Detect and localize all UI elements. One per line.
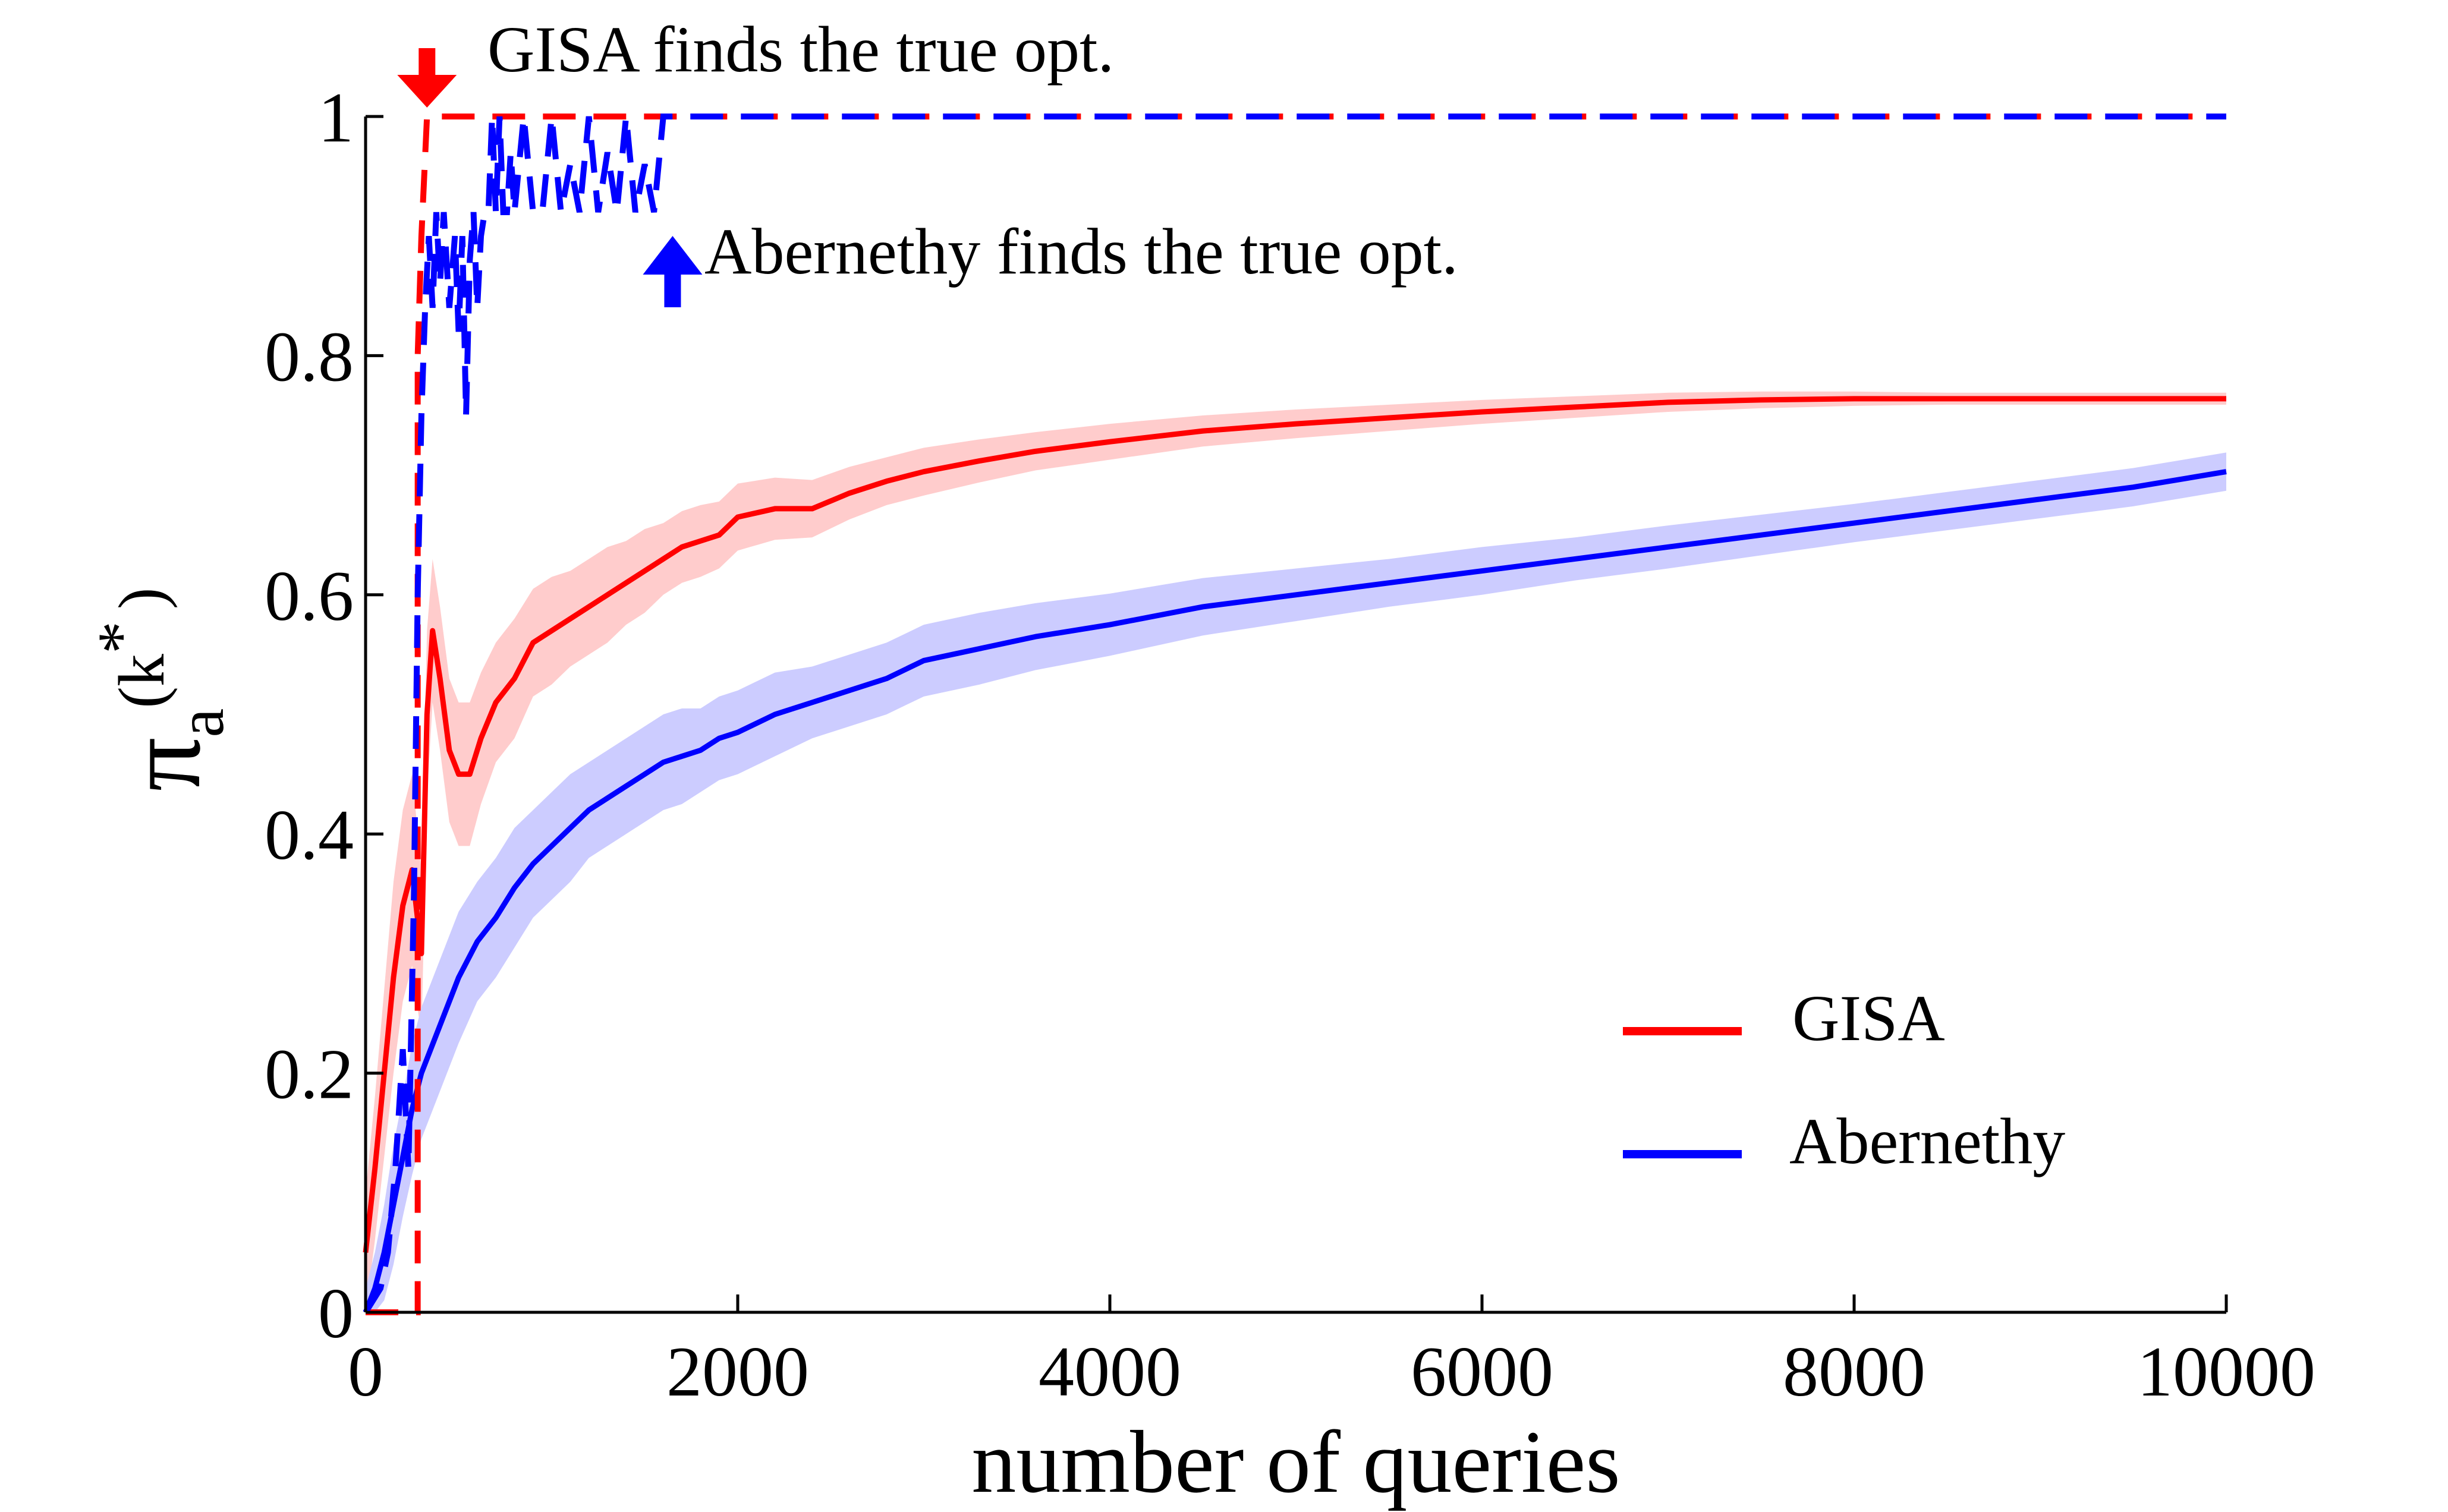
ticks: 0 2000 4000 6000 8000 10000 0 0.2 0.4 0.6 0.8 1 bbox=[265, 78, 2315, 1411]
y-tick-label: 0.6 bbox=[265, 556, 354, 635]
y-label-subscript: a bbox=[165, 708, 237, 738]
annotation-arrow-1 bbox=[643, 235, 703, 307]
x-tick-label: 6000 bbox=[1411, 1332, 1553, 1411]
annotation-abernethy: Abernethy finds the true opt. bbox=[704, 215, 1458, 288]
x-tick-label: 10000 bbox=[2137, 1332, 2315, 1411]
band-abernethy bbox=[366, 452, 2226, 1312]
y-tick-label: 0.8 bbox=[265, 317, 354, 396]
legend-abernethy-label: Abernethy bbox=[1789, 1105, 2065, 1177]
y-tick-label: 0.2 bbox=[265, 1035, 354, 1114]
x-tick-label: 8000 bbox=[1783, 1332, 1925, 1411]
y-label-symbol: π bbox=[104, 738, 222, 792]
y-axis-label: πa(k*) bbox=[84, 588, 237, 792]
y-axis-label-text: πa(k*) bbox=[84, 588, 237, 792]
y-label-star: * bbox=[84, 621, 157, 654]
x-axis-label: number of queries bbox=[971, 1413, 1620, 1511]
y-tick-label: 0.4 bbox=[265, 795, 354, 874]
x-tick-label: 4000 bbox=[1039, 1332, 1181, 1411]
x-tick-label: 0 bbox=[348, 1332, 383, 1411]
legend: GISA Abernethy bbox=[1623, 982, 2065, 1177]
annotation-gisa-text: GISA finds the true opt. bbox=[487, 13, 1114, 86]
x-tick-label: 2000 bbox=[666, 1332, 809, 1411]
y-label-superscript-close: ) bbox=[105, 588, 178, 610]
y-tick-label: 1 bbox=[318, 78, 354, 157]
annotation-arrow-0 bbox=[397, 48, 457, 108]
annotation-abernethy-text: Abernethy finds the true opt. bbox=[704, 215, 1458, 288]
y-tick-label: 0 bbox=[318, 1274, 354, 1353]
series-line-gisa bbox=[363, 396, 2226, 1253]
axes bbox=[364, 116, 2226, 1314]
annotation-gisa: GISA finds the true opt. bbox=[487, 13, 1114, 86]
legend-gisa-label: GISA bbox=[1792, 982, 1945, 1054]
y-label-superscript: (k bbox=[105, 654, 178, 708]
best-found-line-abernethy bbox=[363, 114, 2226, 1314]
series-line-abernethy bbox=[363, 469, 2227, 1313]
